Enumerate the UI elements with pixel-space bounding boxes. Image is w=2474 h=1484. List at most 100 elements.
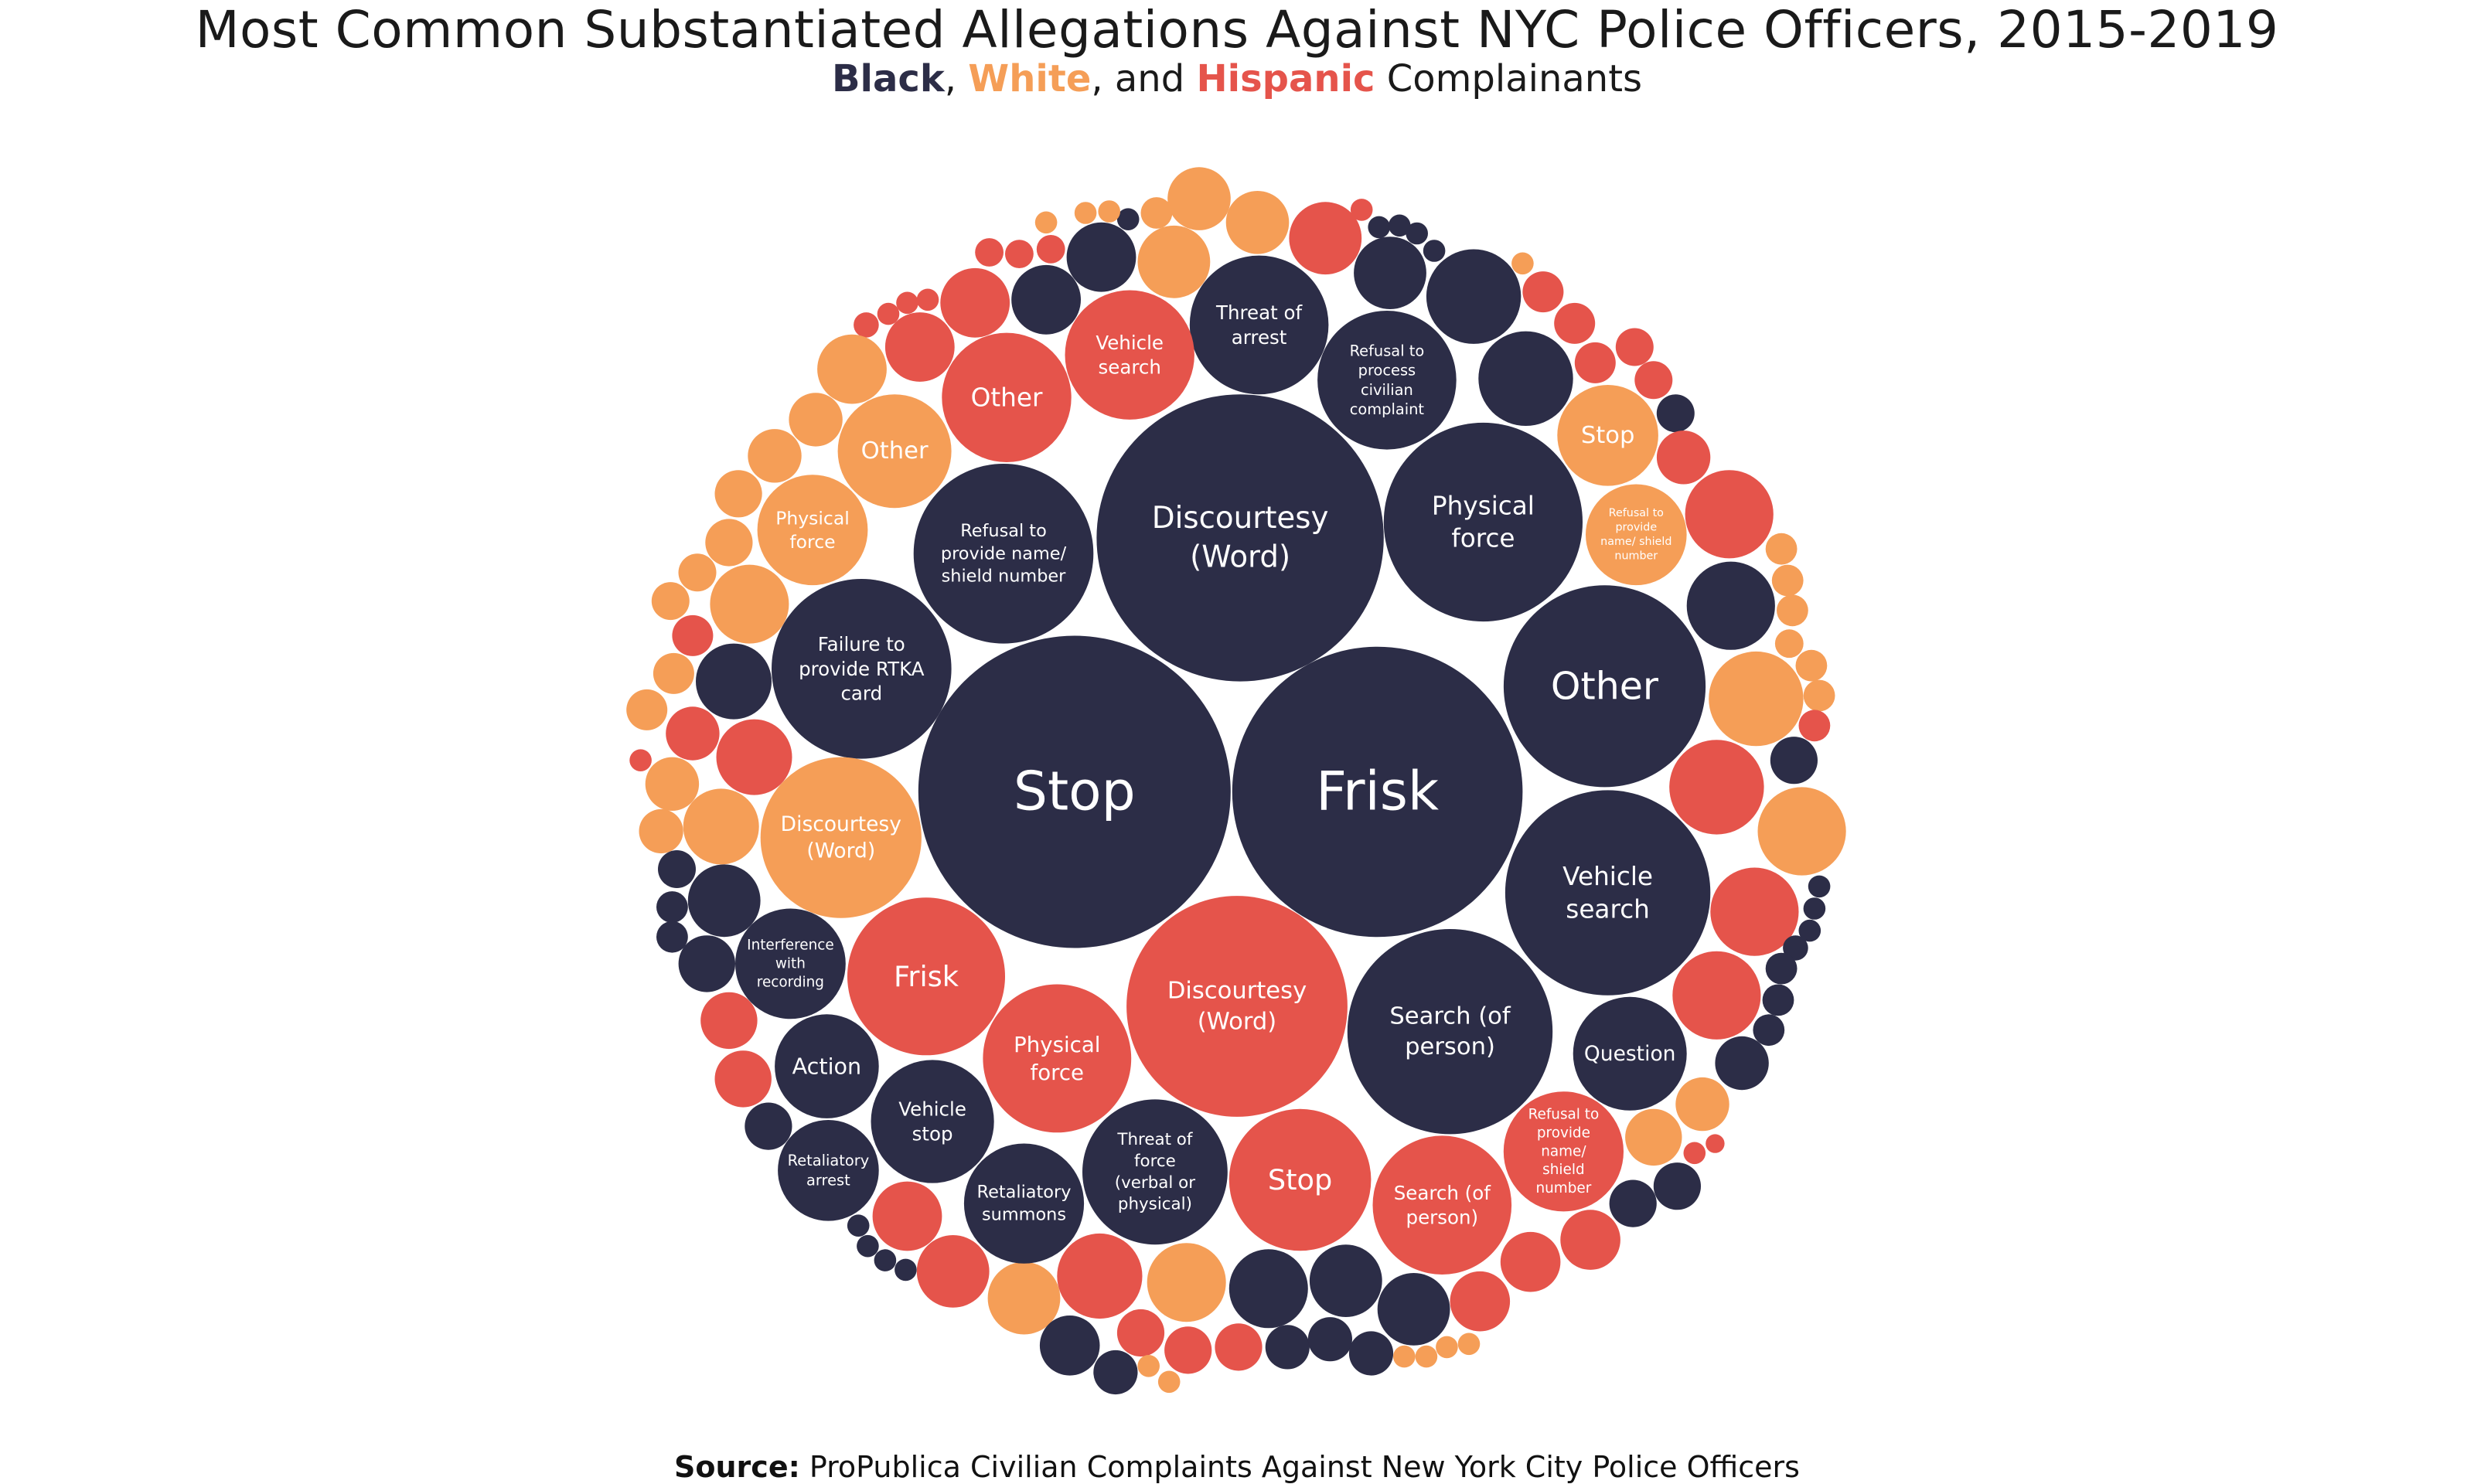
chart-title: Most Common Substantiated Allegations Ag… (195, 0, 2279, 60)
bubble-black: Stop (918, 635, 1231, 948)
bubble-label: Refusal to provide name/shield number (941, 521, 1067, 586)
bubble-circle (775, 1014, 879, 1118)
bubble-unlabeled-black (1686, 561, 1775, 650)
bubble-unlabeled-hispanic (672, 614, 714, 656)
bubble-unlabeled-hispanic (714, 1050, 772, 1108)
bubble-label: Refusal to provide name/shield number (1528, 1107, 1600, 1197)
bubble-circle (1503, 585, 1706, 788)
bubble-unlabeled-white (714, 470, 762, 518)
bubble-unlabeled-hispanic (1164, 1326, 1212, 1374)
bubble-white: Stop (1557, 385, 1658, 486)
bubble-black: Retaliatory summons (963, 1143, 1085, 1264)
bubble-unlabeled-hispanic (916, 1235, 990, 1308)
bubble-circle (1232, 646, 1523, 938)
bubble-unlabeled-black (1406, 222, 1428, 245)
bubble-unlabeled-white (1225, 190, 1290, 254)
bubble-unlabeled-black (1354, 237, 1426, 309)
bubble-unlabeled-black (1783, 935, 1808, 961)
bubble-unlabeled-white (1675, 1077, 1729, 1132)
bubble-unlabeled-hispanic (1672, 951, 1761, 1040)
bubble-unlabeled-hispanic (1450, 1271, 1511, 1332)
bubble-circle (778, 1120, 879, 1221)
bubble-unlabeled-hispanic (1522, 271, 1564, 313)
bubble-unlabeled-white (987, 1261, 1061, 1335)
bubble-unlabeled-black (656, 921, 688, 953)
bubble-unlabeled-black (1309, 1244, 1382, 1317)
bubble-unlabeled-hispanic (1706, 1134, 1725, 1153)
bubble-unlabeled-black (1011, 264, 1081, 335)
bubble-black: Vehicle stop (871, 1060, 994, 1183)
bubble-unlabeled-black (1765, 952, 1798, 985)
bubble-unlabeled-white (1771, 564, 1804, 597)
bubble-hispanic: Frisk (847, 897, 1005, 1056)
bubble-unlabeled-hispanic (1005, 240, 1034, 268)
bubble-circle (1228, 1108, 1372, 1251)
source-label: Source: (674, 1450, 800, 1484)
bubble-white: Discourtesy (Word) (760, 757, 922, 918)
bubble-unlabeled-black (1116, 208, 1140, 231)
bubble-label: Stop (1014, 761, 1136, 823)
bubble-label: Search (of person) (1389, 1002, 1511, 1060)
bubble-unlabeled-hispanic (940, 267, 1010, 338)
bubble-unlabeled-white (705, 519, 753, 567)
bubble-unlabeled-hispanic (1289, 202, 1362, 275)
bubble-unlabeled-hispanic (1574, 342, 1616, 383)
bubble-black: Physical force (1383, 422, 1583, 622)
bubble-label: Stop (1581, 422, 1635, 449)
bubble-black: Failure to provide RTKA card (772, 579, 952, 759)
bubble-circle (1573, 996, 1687, 1111)
bubble-label: Action (792, 1053, 862, 1080)
bubble-unlabeled-hispanic (716, 719, 792, 795)
bubble-unlabeled-black (1423, 240, 1446, 262)
bubble-white: Other (837, 394, 952, 509)
bubble-black: Threat of arrest (1189, 255, 1329, 395)
bubble-unlabeled-black (1798, 919, 1821, 942)
bubble-unlabeled-black (1656, 394, 1695, 433)
bubble-unlabeled-white (1074, 202, 1097, 224)
bubble-unlabeled-hispanic (1710, 867, 1799, 956)
bubble-hispanic: Discourtesy (Word) (1126, 896, 1348, 1117)
bubble-unlabeled-white (748, 429, 802, 483)
bubble-label: Vehicle search (1562, 862, 1653, 924)
bubble-unlabeled-hispanic (877, 302, 900, 325)
bubble-unlabeled-black (1653, 1162, 1701, 1210)
bubble-unlabeled-black (847, 1214, 870, 1237)
bubble-unlabeled-white (1157, 1370, 1181, 1394)
bubble-label: Other (971, 383, 1043, 412)
bubble-unlabeled-hispanic (1656, 431, 1711, 485)
bubble-circle (760, 757, 922, 918)
bubble-circle (913, 464, 1094, 644)
bubble-white: Refusal to provide name/ shield number (1586, 484, 1687, 586)
chart-subtitle: Black, White, and Hispanic Complainants (0, 57, 2474, 100)
bubble-circle (1189, 255, 1329, 395)
bubble-unlabeled-hispanic (1057, 1233, 1143, 1319)
bubble-black: Question (1573, 996, 1687, 1111)
bubble-unlabeled-black (1348, 1331, 1394, 1376)
bubble-unlabeled-white (1511, 252, 1534, 275)
bubble-unlabeled-black (1388, 214, 1411, 237)
bubble-circle (1096, 394, 1384, 682)
bubble-unlabeled-hispanic (975, 238, 1004, 267)
bubble-unlabeled-hispanic (700, 992, 758, 1050)
bubble-black: Refusal to process civilian complaint (1317, 311, 1457, 450)
bubble-unlabeled-hispanic (1683, 1142, 1706, 1165)
bubble-unlabeled-black (1808, 875, 1831, 898)
bubble-unlabeled-hispanic (629, 749, 652, 771)
bubble-unlabeled-white (645, 757, 700, 811)
bubble-circle (1347, 929, 1553, 1135)
bubble-unlabeled-white (1098, 200, 1120, 223)
bubble-circle (772, 579, 952, 759)
bubble-hispanic: Stop (1228, 1108, 1372, 1251)
bubble-unlabeled-white (1415, 1345, 1438, 1368)
bubble-unlabeled-hispanic (1615, 328, 1654, 366)
bubble-unlabeled-white (1147, 1243, 1226, 1322)
bubble-unlabeled-white (651, 582, 690, 621)
bubble-unlabeled-black (895, 1258, 917, 1281)
bubble-unlabeled-white (1436, 1336, 1458, 1359)
bubble-hispanic: Physical force (983, 984, 1132, 1133)
bubble-circle (735, 908, 846, 1019)
bubble-hispanic: Search (of person) (1372, 1135, 1512, 1275)
source-text: ProPublica Civilian Complaints Against N… (809, 1450, 1800, 1484)
bubble-black: Interference with recording (735, 908, 846, 1019)
bubble-unlabeled-white (1709, 651, 1804, 747)
